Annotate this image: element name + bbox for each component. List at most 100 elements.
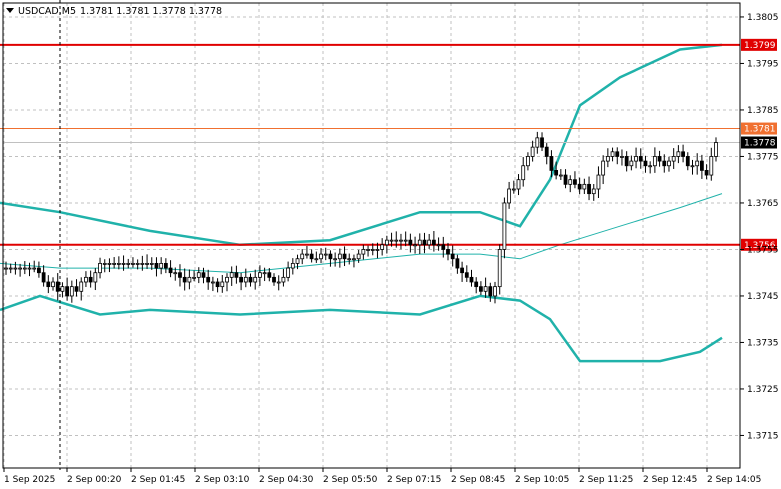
candle xyxy=(549,150,554,178)
candle xyxy=(112,257,117,269)
candle xyxy=(187,269,192,290)
candle xyxy=(206,269,211,290)
candle xyxy=(84,271,88,288)
candle xyxy=(229,266,234,286)
candle xyxy=(695,153,700,175)
x-tick-label: 2 Sep 03:10 xyxy=(195,475,250,485)
candle xyxy=(60,282,65,298)
candle xyxy=(366,245,370,257)
candle xyxy=(65,277,70,301)
candle xyxy=(441,236,446,258)
bollinger-upper xyxy=(0,43,723,247)
candle xyxy=(662,154,667,173)
candle xyxy=(685,152,690,171)
y-tick-label: 1.3735 xyxy=(747,338,779,348)
candle xyxy=(276,275,281,291)
candle xyxy=(690,159,695,175)
candle xyxy=(507,181,512,209)
price-axis[interactable]: 1.38051.37951.37851.37751.37651.37551.37… xyxy=(740,13,779,442)
candle xyxy=(196,267,201,284)
candle xyxy=(667,156,671,172)
candle xyxy=(638,148,643,169)
bollinger-middle xyxy=(0,193,723,274)
candle xyxy=(220,275,225,293)
candle xyxy=(140,255,145,271)
x-tick-label: 2 Sep 10:05 xyxy=(515,475,569,485)
candle xyxy=(258,265,262,286)
candle xyxy=(526,152,530,171)
candle xyxy=(79,277,84,301)
y-tick-label: 1.3755 xyxy=(747,245,779,255)
candle xyxy=(427,233,432,249)
candle xyxy=(178,264,182,287)
candle xyxy=(431,231,436,252)
header-arrow-icon[interactable] xyxy=(6,8,14,13)
candle xyxy=(605,148,610,168)
candle xyxy=(337,248,342,268)
candle xyxy=(634,147,638,169)
y-tick-label: 1.3775 xyxy=(747,152,779,162)
candle xyxy=(474,277,479,294)
candle xyxy=(69,280,74,303)
candle xyxy=(13,261,18,275)
candle xyxy=(535,131,540,154)
candle xyxy=(511,180,516,194)
candle xyxy=(281,268,286,287)
candle xyxy=(286,261,291,282)
candle xyxy=(408,233,413,253)
candle xyxy=(361,244,366,260)
candle xyxy=(32,260,37,273)
candle xyxy=(530,140,535,162)
candle xyxy=(319,248,323,264)
candle xyxy=(643,155,648,173)
current-price-label: 1.3778 xyxy=(744,139,776,149)
candle xyxy=(116,256,121,270)
candle xyxy=(375,242,380,259)
candle xyxy=(356,249,361,263)
candle xyxy=(573,171,577,189)
candle xyxy=(145,254,149,269)
candle xyxy=(601,155,606,185)
chart-header: USDCAD,M5 1.3781 1.3781 1.3778 1.3778 xyxy=(6,6,222,17)
y-tick-label: 1.3805 xyxy=(747,13,779,23)
candle xyxy=(239,272,243,291)
candle xyxy=(413,236,417,254)
candle xyxy=(648,161,653,174)
candle xyxy=(41,265,46,287)
plot-frame xyxy=(2,2,741,469)
candle xyxy=(159,257,164,275)
svg-text:USDCAD,M51.3781 1.3781 1.3778: USDCAD,M5 1.3781 1.3781 1.3778 1.3778 xyxy=(18,6,222,17)
y-tick-label: 1.3745 xyxy=(747,292,779,302)
candle xyxy=(502,197,507,259)
time-axis[interactable]: 1 Sep 2025 2 Sep 00:20 2 Sep 01:45 2 Sep 03… xyxy=(3,468,761,485)
candle xyxy=(262,267,267,282)
candle xyxy=(27,262,32,277)
candle xyxy=(300,249,305,265)
candle xyxy=(497,244,502,295)
candle xyxy=(488,282,493,302)
candle xyxy=(215,278,220,293)
candle xyxy=(347,253,352,265)
candle xyxy=(591,183,596,201)
candle xyxy=(460,261,464,282)
candle xyxy=(521,157,526,187)
current-price-box xyxy=(741,136,777,149)
bollinger-lower xyxy=(0,294,723,363)
candle xyxy=(384,235,389,254)
candle xyxy=(624,151,629,172)
candle xyxy=(201,267,206,284)
level-label: 1.3781 xyxy=(744,125,776,135)
candle xyxy=(182,268,187,291)
candle xyxy=(18,263,23,277)
candle xyxy=(568,175,573,193)
candle xyxy=(620,149,624,166)
candle xyxy=(699,154,704,179)
candle xyxy=(333,252,338,267)
candle xyxy=(709,147,714,181)
candle xyxy=(455,254,460,274)
candle xyxy=(370,243,375,256)
y-tick-label: 1.3725 xyxy=(747,385,779,395)
candle xyxy=(8,263,13,274)
candle xyxy=(248,273,253,287)
